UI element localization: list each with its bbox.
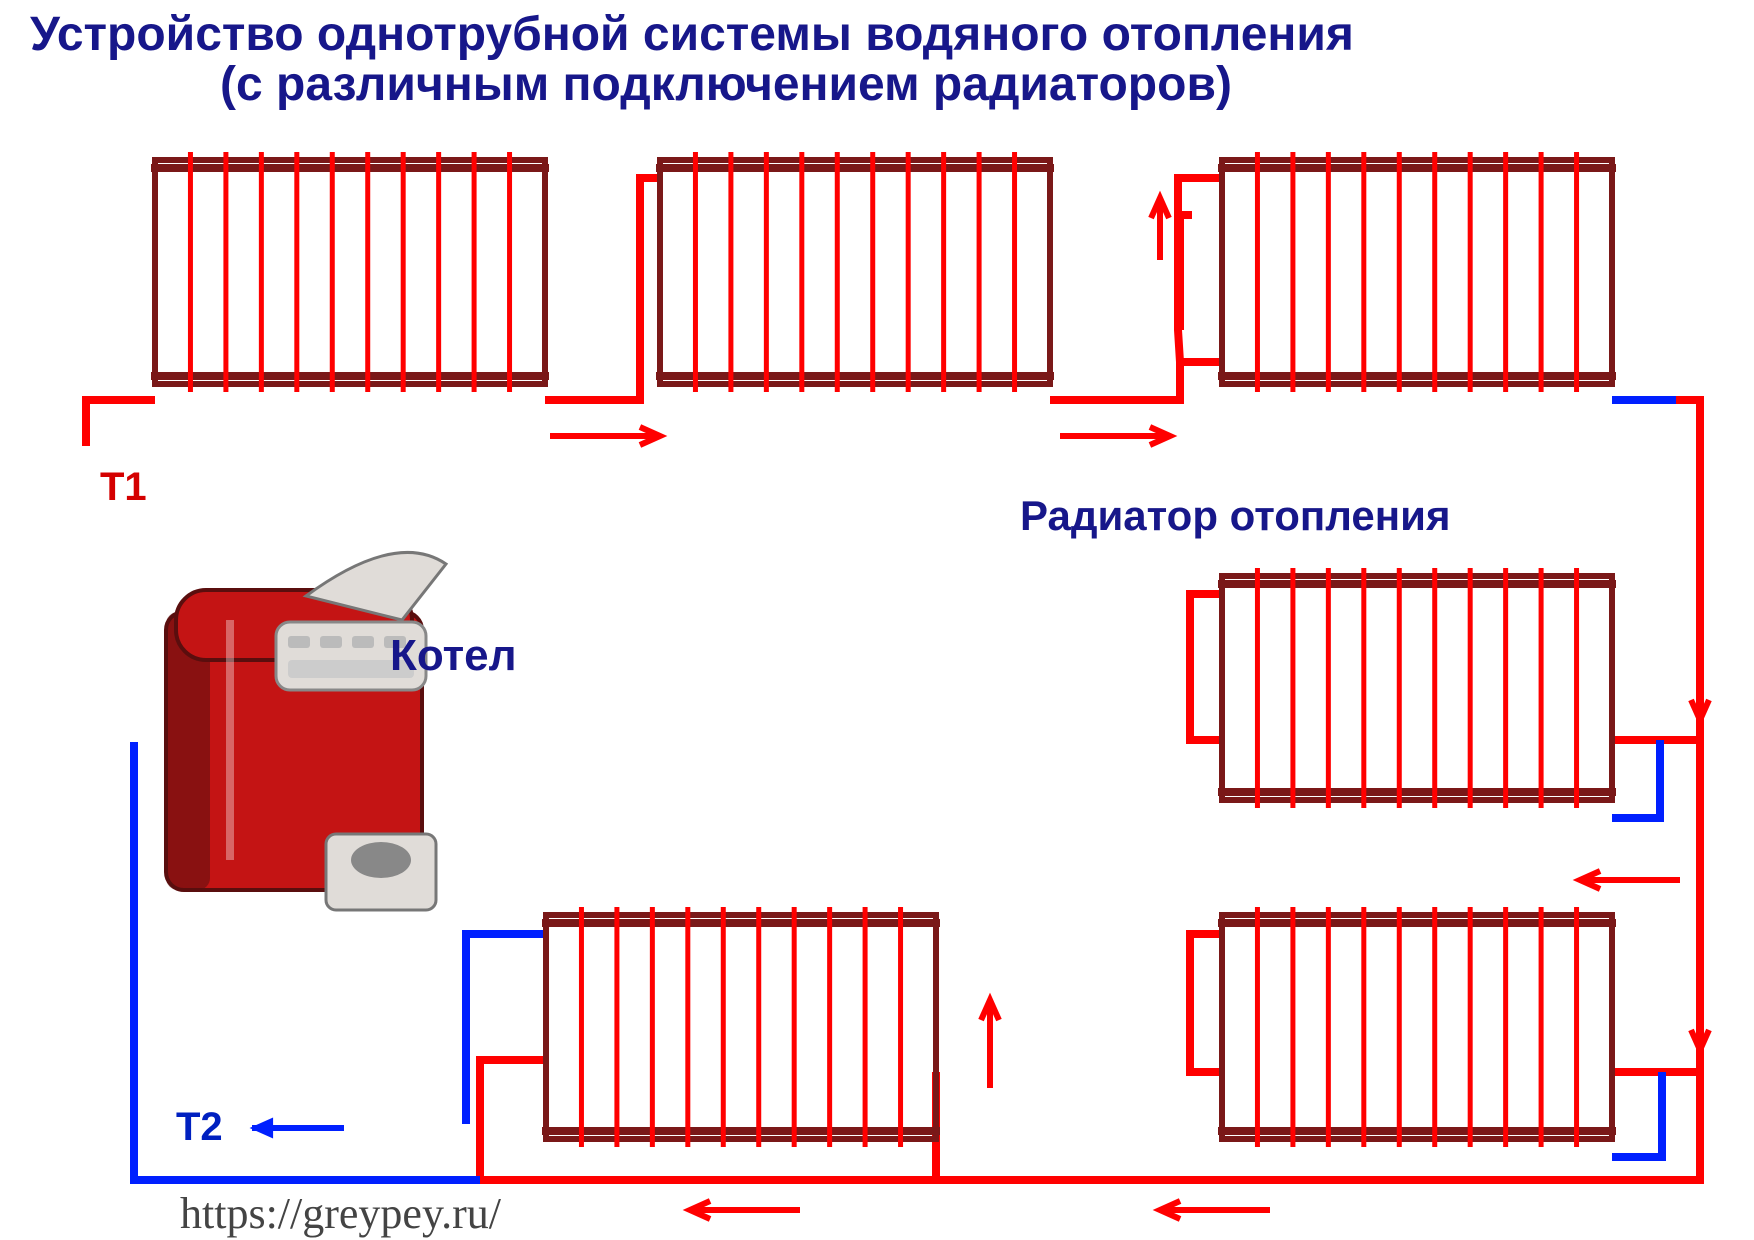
title-line-2: (с различным подключением радиаторов) <box>220 58 1232 111</box>
label-t2: T2 <box>176 1105 223 1149</box>
label-radiator: Радиатор отопления <box>1020 492 1450 539</box>
title-line-1: Устройство однотрубной системы водяного … <box>30 8 1354 61</box>
label-boiler: Котел <box>390 631 517 680</box>
label-t1: T1 <box>100 465 147 509</box>
boiler-icon <box>166 552 446 910</box>
label-url: https://greypey.ru/ <box>180 1189 502 1238</box>
